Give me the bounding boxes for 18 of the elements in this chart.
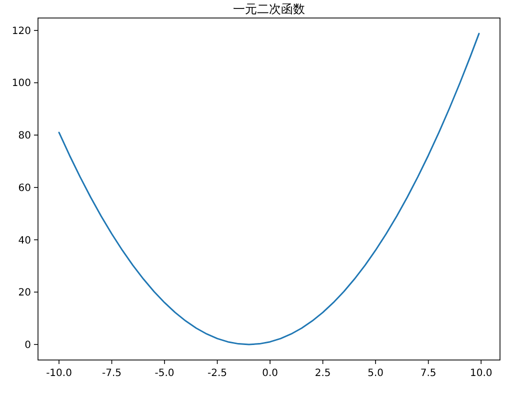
y-tick-label: 40 [18, 235, 31, 246]
x-tick-label: 7.5 [420, 368, 436, 379]
x-tick-label: 5.0 [368, 368, 384, 379]
x-tick-label: 10.0 [470, 368, 492, 379]
x-tick-label: -2.5 [208, 368, 228, 379]
x-tick-label: 2.5 [314, 368, 331, 379]
y-tick-label: 20 [18, 288, 31, 299]
chart-title: 一元二次函数 [233, 2, 305, 16]
y-tick-label: 60 [18, 182, 31, 194]
y-tick-label: 80 [18, 130, 31, 142]
x-tick-label: -7.5 [102, 368, 122, 379]
x-tick-label: -5.0 [154, 368, 174, 379]
x-tick-label: -10.0 [46, 368, 72, 379]
y-tick-label: 100 [12, 78, 31, 90]
line-series [58, 32, 480, 346]
x-tick-label: 0.0 [262, 368, 278, 379]
y-tick-label: 0 [24, 340, 31, 351]
y-tick-label: 120 [12, 26, 31, 37]
